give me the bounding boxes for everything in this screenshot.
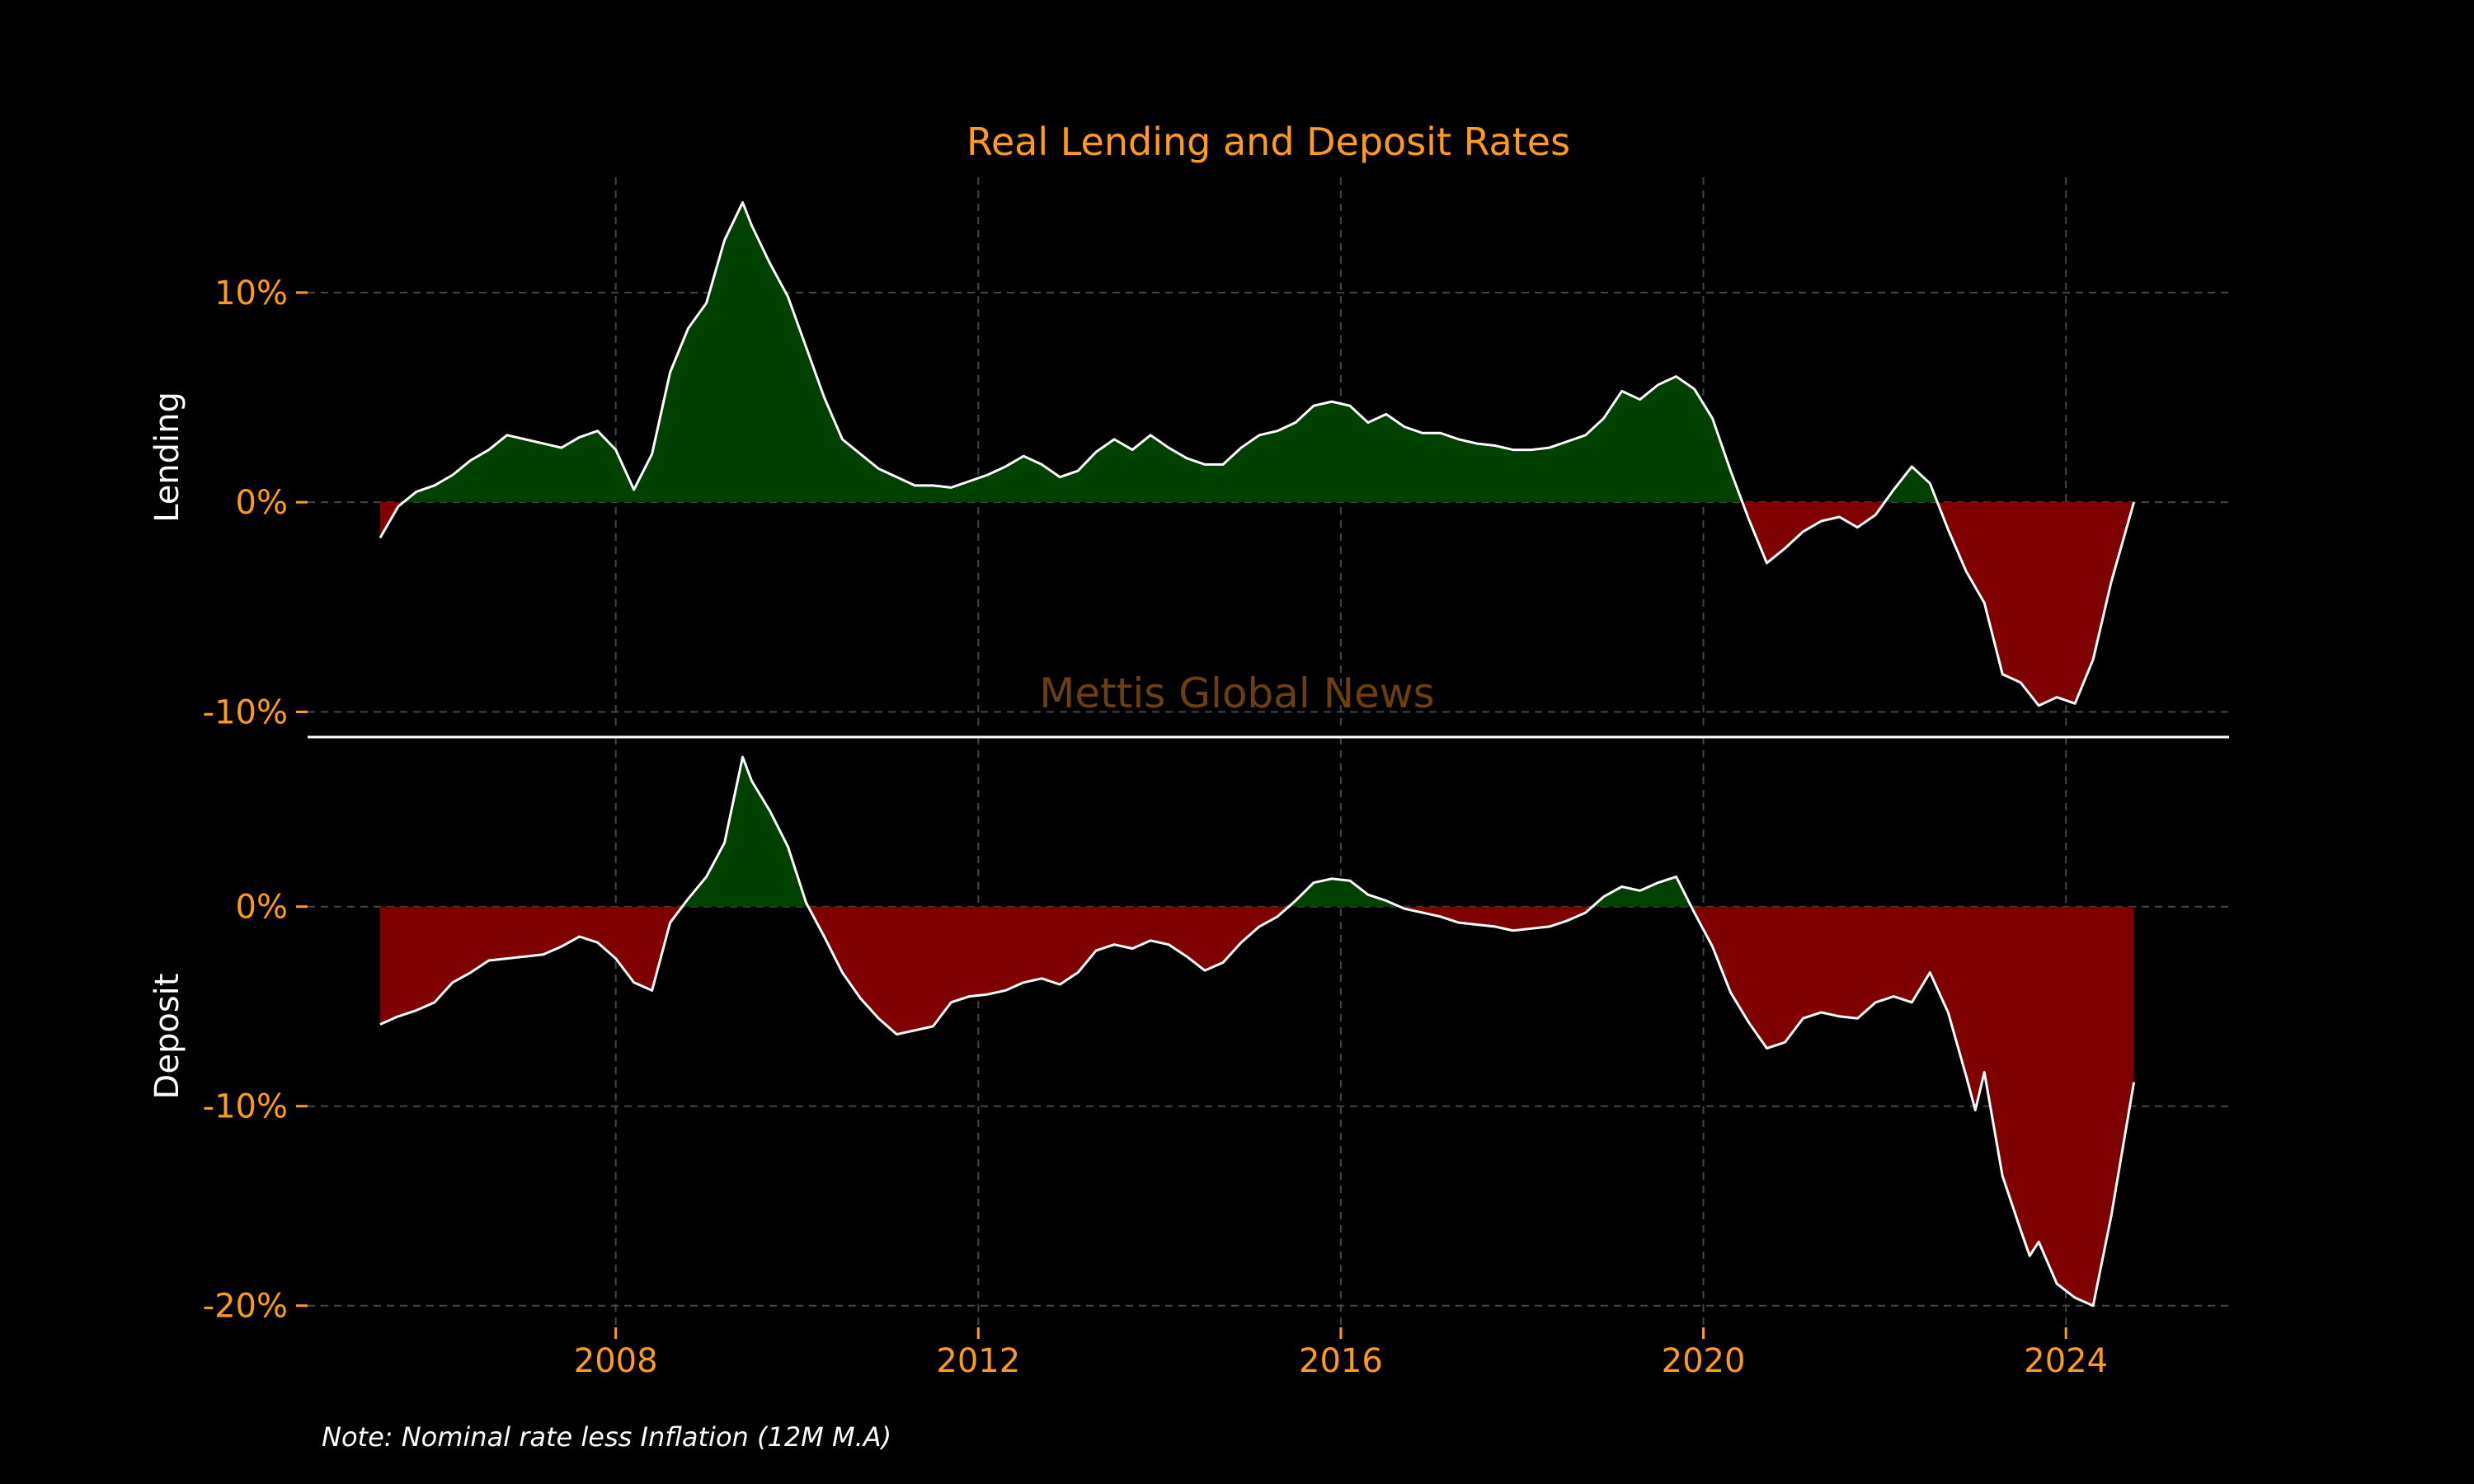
deposit-panel: 0% -10% -20% Deposit — [148, 737, 2229, 1327]
lending-ytick-label: 0% — [236, 484, 288, 522]
chart-note: Note: Nominal rate less Inflation (12M M… — [322, 1421, 891, 1453]
x-axis: 2008 2012 2016 2020 2024 — [574, 1327, 2108, 1380]
deposit-negative-area-6 — [1691, 906, 2134, 1306]
xtick-label-2008: 2008 — [574, 1342, 658, 1380]
deposit-positive-area-1 — [682, 757, 809, 907]
lending-positive-area-1 — [403, 202, 1743, 503]
lending-ylabel: Lending — [148, 392, 186, 523]
xtick-label-2016: 2016 — [1299, 1342, 1383, 1380]
lending-negative-area-0 — [379, 502, 404, 538]
xtick-label-2020: 2020 — [1662, 1342, 1746, 1380]
lending-negative-area-4 — [1937, 502, 2134, 706]
deposit-ytick-label: 0% — [236, 889, 288, 927]
deposit-ytick-label: -10% — [203, 1088, 288, 1126]
deposit-positive-area-3 — [1288, 878, 1400, 907]
lending-series-line — [379, 201, 2136, 707]
lending-panel: 10% 0% -10% Lending — [148, 177, 2229, 731]
lending-ytick-label: -10% — [203, 693, 288, 731]
deposit-negative-area-4 — [1399, 906, 1592, 931]
lending-ytick-label: 10% — [214, 275, 288, 312]
deposit-ylabel: Deposit — [148, 974, 186, 1100]
lending-negative-area-2 — [1742, 502, 1885, 563]
xtick-label-2012: 2012 — [936, 1342, 1020, 1380]
deposit-negative-area-0 — [379, 906, 683, 1025]
chart-title: Real Lending and Deposit Rates — [967, 120, 1570, 164]
xtick-label-2024: 2024 — [2024, 1342, 2108, 1380]
deposit-positive-area-5 — [1592, 876, 1691, 907]
deposit-ytick-label: -20% — [203, 1288, 288, 1326]
deposit-negative-area-2 — [808, 906, 1289, 1035]
deposit-series-line — [379, 755, 2136, 1308]
lending-positive-area-3 — [1884, 466, 1938, 503]
watermark: Mettis Global News — [1039, 669, 1434, 717]
